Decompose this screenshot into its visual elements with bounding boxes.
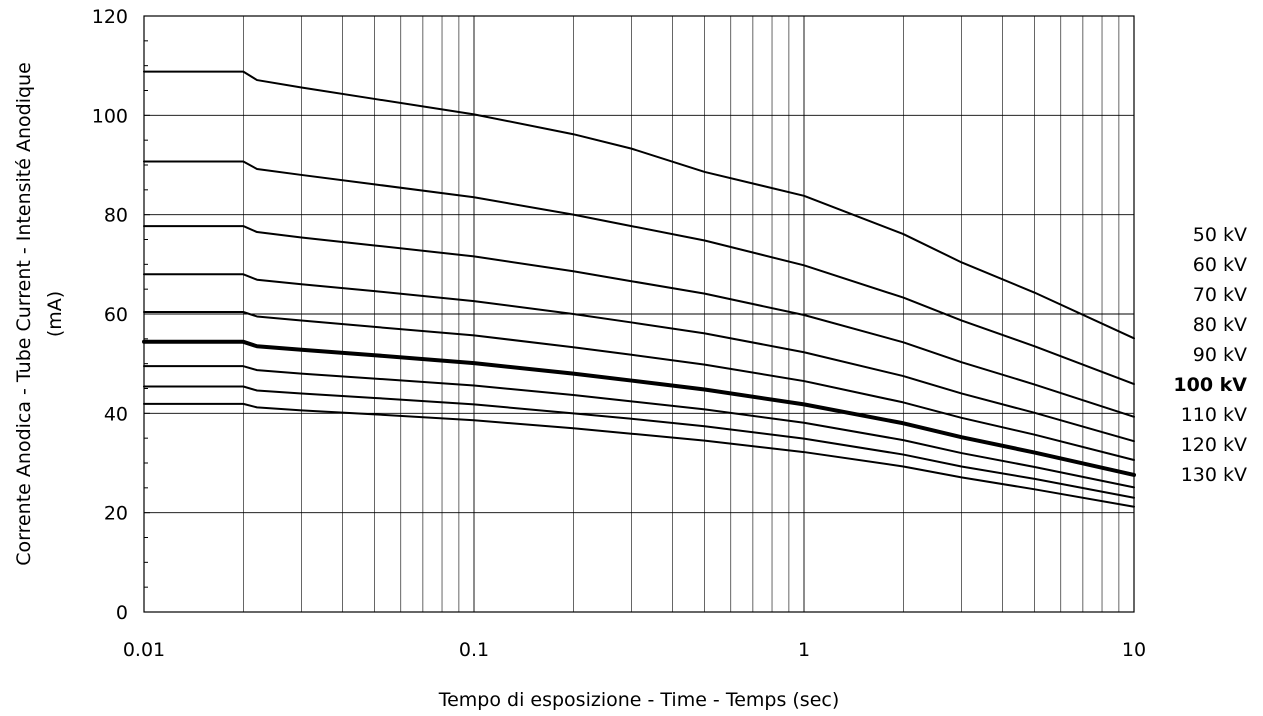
series-line [143, 402, 1135, 508]
legend-entry: 80 kV [1193, 314, 1247, 336]
series-line [143, 311, 1135, 462]
legend-entry: 60 kV [1193, 254, 1247, 276]
x-axis-title: Tempo di esposizione - Time - Temps (sec… [438, 689, 840, 711]
legend-entry: 110 kV [1181, 404, 1247, 426]
legend-entry: 90 kV [1193, 344, 1247, 366]
x-tick-label: 1 [798, 639, 810, 661]
series-curves [142, 70, 1136, 508]
x-tick-label: 0.1 [459, 639, 489, 661]
grid [144, 16, 1134, 612]
series-line [142, 339, 1136, 477]
y-axis-title: Corrente Anodica - Tube Current - Intens… [13, 62, 35, 566]
y-tick-label: 120 [92, 6, 128, 28]
series-line [143, 385, 1135, 499]
y-tick-label: 40 [104, 403, 128, 425]
series-line [143, 273, 1135, 443]
x-tick-label: 0.01 [123, 639, 165, 661]
series-line [143, 160, 1135, 386]
legend-entry: 120 kV [1181, 434, 1247, 456]
y-tick-label: 80 [104, 205, 128, 227]
y-axis-ticks: 0 20 40 60 80 100 120 [92, 6, 150, 624]
legend: 50 kV 60 kV 70 kV 80 kV 90 kV 100 kV 110 kV 120… [1173, 224, 1247, 486]
series-line [143, 225, 1135, 418]
y-tick-label: 0 [116, 602, 128, 624]
y-tick-label: 60 [104, 304, 128, 326]
x-tick-label: 10 [1122, 639, 1146, 661]
legend-entry: 50 kV [1193, 224, 1247, 246]
series-line [143, 70, 1135, 340]
legend-entry: 130 kV [1181, 464, 1247, 486]
x-axis-ticks: 0.01 0.1 1 10 [123, 639, 1146, 661]
legend-entry: 100 kV [1173, 374, 1247, 396]
series-line [143, 365, 1135, 489]
y-axis-unit: (mA) [44, 291, 66, 337]
y-tick-label: 100 [92, 105, 128, 127]
legend-entry: 70 kV [1193, 284, 1247, 306]
y-tick-label: 20 [104, 503, 128, 525]
